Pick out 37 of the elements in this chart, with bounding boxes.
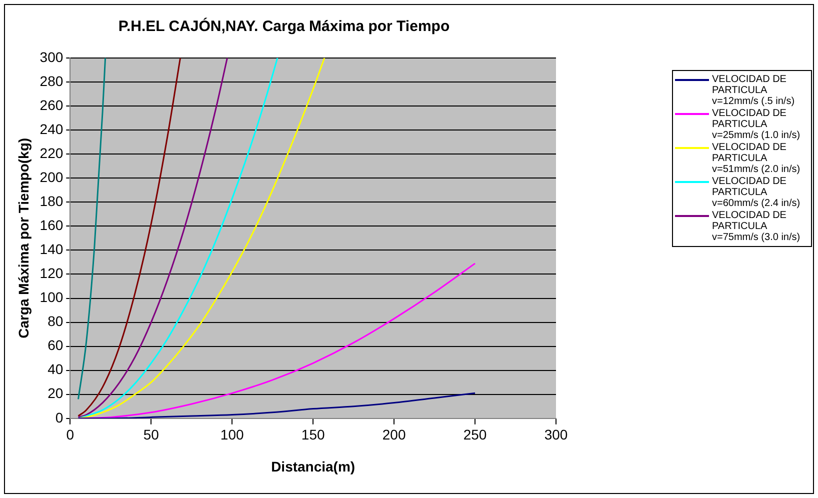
line-series [78, 58, 106, 400]
x-tick-label: 50 [143, 426, 160, 443]
y-tick-label: 300 [40, 48, 64, 65]
legend-label: VELOCIDAD DE PARTICULA v=60mm/s (2.4 in/s) [712, 176, 802, 209]
line-series [78, 58, 278, 418]
y-axis-title: Carga Máxima por Tiempo(kg) [15, 138, 32, 338]
legend-label: VELOCIDAD DE PARTICULA v=75mm/s (3.0 in/s) [712, 210, 802, 243]
line-series [78, 58, 182, 417]
legend-label: VELOCIDAD DE PARTICULA v=12mm/s (.5 in/s) [712, 74, 796, 107]
y-tick-label: 60 [48, 337, 64, 354]
y-tick-label: 80 [48, 313, 64, 330]
line-series [78, 58, 228, 418]
y-tick-label: 280 [40, 72, 64, 89]
y-tick-label: 220 [40, 144, 64, 161]
y-tick-label: 120 [40, 265, 64, 282]
x-tick-label: 150 [301, 426, 325, 443]
x-tick-label: 300 [544, 426, 568, 443]
x-tick-label: 100 [220, 426, 244, 443]
y-tick-label: 100 [40, 289, 64, 306]
x-tick-label: 0 [66, 426, 74, 443]
y-tick-label: 40 [48, 361, 64, 378]
x-tick-label: 250 [463, 426, 487, 443]
line-series [78, 262, 476, 418]
y-tick-label: 140 [40, 241, 64, 258]
y-tick-label: 20 [48, 385, 64, 402]
chart-title: P.H.EL CAJÓN,NAY. Carga Máxima por Tiempo [118, 17, 450, 36]
legend-label: VELOCIDAD DE PARTICULA v=25mm/s (1.0 in/s) [712, 108, 802, 141]
line-series [78, 392, 476, 418]
y-tick-label: 0 [55, 409, 64, 426]
x-axis-title: Distancia(m) [271, 458, 356, 474]
y-tick-label: 160 [40, 217, 64, 234]
y-tick-label: 180 [40, 193, 64, 210]
y-tick-label: 200 [40, 168, 64, 185]
legend-label: VELOCIDAD DE PARTICULA v=51mm/s (2.0 in/s) [712, 142, 802, 175]
y-tick-label: 260 [40, 96, 64, 113]
y-tick-label: 240 [40, 120, 64, 137]
x-tick-label: 200 [382, 426, 406, 443]
